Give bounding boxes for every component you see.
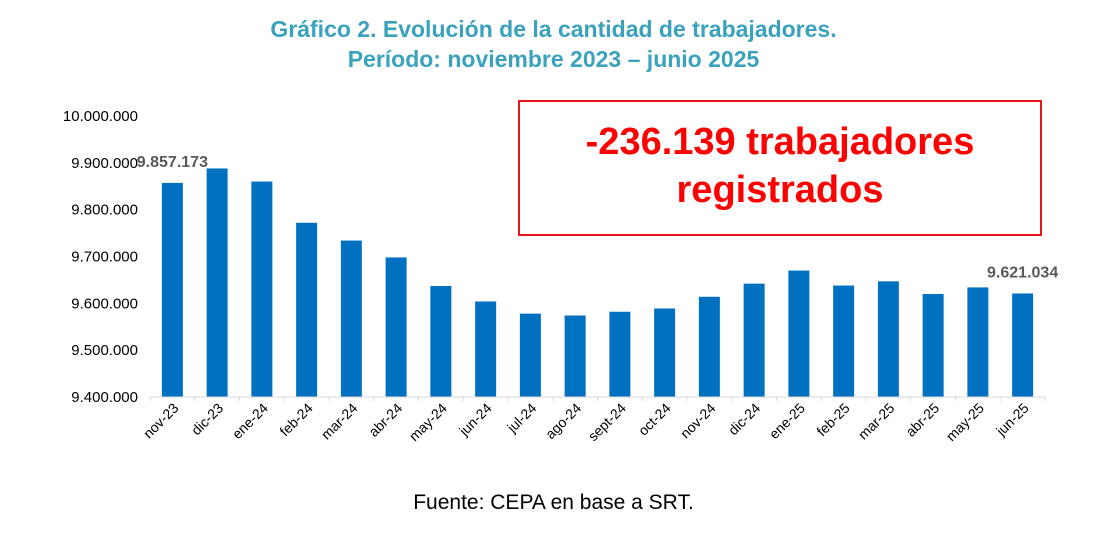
y-axis: 9.400.000 9.500.000 9.600.000 9.700.000 9.80… (63, 108, 138, 406)
y-tick-label: 9.700.000 (71, 249, 138, 266)
data-label: 9.857.173 (137, 154, 208, 171)
x-tick-label: may-25 (943, 400, 987, 444)
bar-mar-24 (340, 240, 362, 397)
x-axis: nov-23 dic-23 ene-24 feb-24 mar-24 abr-24 may-… (140, 396, 1046, 444)
annotation-callout: -236.139 trabajadores registrados (518, 100, 1042, 236)
x-tick-label: sept-24 (585, 400, 629, 444)
bar-feb-25 (833, 285, 855, 397)
y-tick-label: 9.400.000 (71, 389, 138, 406)
annotation-line-1: -236.139 trabajadores (585, 121, 975, 163)
x-tick-label: abr-24 (365, 400, 405, 440)
data-label: 9.621.034 (987, 264, 1058, 281)
x-tick-label: nov-23 (140, 400, 182, 442)
y-tick-label: 10.000.000 (63, 108, 138, 125)
bar-jun-24 (475, 301, 497, 397)
bar-jun-25 (1012, 293, 1034, 397)
x-tick-label: may-24 (406, 400, 450, 444)
bar-oct-24 (654, 308, 676, 397)
x-tick-label: mar-24 (318, 400, 361, 443)
x-tick-label: oct-24 (635, 400, 674, 439)
x-tick-label: jun-24 (455, 400, 495, 440)
x-tick-label: mar-25 (855, 400, 898, 443)
x-tick-label: feb-24 (276, 400, 316, 440)
bar-may-24 (430, 286, 452, 397)
bar-ago-24 (564, 315, 586, 397)
bar-feb-24 (296, 222, 318, 397)
x-tick-label: nov-24 (677, 400, 719, 442)
y-tick-label: 9.800.000 (71, 202, 138, 219)
bar-nov-24 (698, 296, 720, 397)
bar-mar-25 (877, 281, 899, 397)
y-tick-label: 9.600.000 (71, 295, 138, 312)
x-tick-label: jul-24 (503, 400, 539, 436)
bar-jul-24 (519, 313, 541, 397)
x-tick-label: dic-23 (188, 400, 226, 438)
bar-dic-24 (743, 283, 765, 397)
x-tick-label: feb-25 (813, 400, 853, 440)
bar-sept-24 (609, 311, 631, 397)
x-tick-label: ene-24 (229, 400, 271, 442)
bar-nov-23 (161, 182, 183, 397)
y-tick-label: 9.900.000 (71, 155, 138, 172)
bar-dic-23 (206, 168, 228, 397)
x-tick-label: ago-24 (542, 400, 584, 442)
bar-may-25 (967, 287, 989, 397)
x-tick-label: ene-25 (766, 400, 808, 442)
chart-title-block: Gráfico 2. Evolución de la cantidad de t… (0, 14, 1107, 74)
bar-ene-24 (251, 181, 273, 397)
x-tick-label: jun-25 (992, 400, 1032, 440)
bar-abr-25 (922, 293, 944, 397)
data-labels: 9.857.173 9.621.034 (137, 154, 1059, 282)
bar-series (161, 168, 1034, 397)
x-tick-label: abr-25 (902, 400, 942, 440)
chart-title: Gráfico 2. Evolución de la cantidad de t… (270, 16, 837, 42)
annotation-line-2: registrados (676, 169, 884, 211)
bar-abr-24 (385, 257, 407, 397)
chart-subtitle: Período: noviembre 2023 – junio 2025 (347, 46, 760, 72)
bar-ene-25 (788, 270, 810, 397)
y-tick-label: 9.500.000 (71, 342, 138, 359)
x-tick-label: dic-24 (725, 400, 763, 438)
source-note: Fuente: CEPA en base a SRT. (413, 491, 694, 514)
